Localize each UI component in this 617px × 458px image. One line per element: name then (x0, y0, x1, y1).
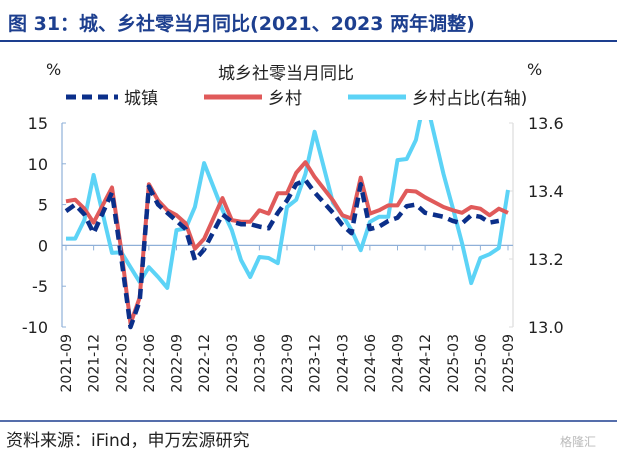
legend-label-share: 乡村占比(右轴) (412, 89, 527, 109)
legend-label-urban: 城镇 (124, 89, 158, 109)
series-line-rural (65, 160, 509, 326)
x-tick-label: 2024-09 (391, 334, 407, 393)
y-tick-label: -10 (22, 318, 48, 337)
x-tick-label: 2023-09 (280, 334, 296, 393)
chart-title: 城乡社零当月同比 (218, 64, 354, 84)
x-tick-label: 2023-06 (252, 334, 268, 393)
y2-tick-label: 13.6 (528, 114, 564, 133)
figure-title: 图 31：城、乡社零当月同比(2021、2023 两年调整) (8, 12, 475, 35)
x-tick-label: 2022-06 (142, 334, 158, 393)
x-tick-label: 2024-06 (363, 334, 379, 393)
x-tick-label: 2025-09 (501, 334, 517, 393)
source-note: 资料来源：iFind，申万宏源研究 (6, 431, 250, 451)
x-tick-label: 2021-09 (59, 334, 75, 393)
y-tick-label: -5 (32, 277, 48, 296)
x-tick-label: 2025-03 (446, 334, 462, 393)
x-tick-label: 2021-12 (87, 334, 103, 393)
x-tick-label: 2023-12 (308, 334, 324, 393)
x-tick-label: 2024-12 (418, 334, 434, 393)
y-tick-label: 0 (38, 236, 48, 255)
right-unit: % (527, 60, 542, 79)
y-tick-label: 5 (38, 196, 48, 215)
x-tick-label: 2025-06 (473, 334, 489, 393)
x-tick-label: 2022-03 (114, 334, 130, 393)
x-tick-label: 2024-03 (335, 334, 351, 393)
legend: 城镇 乡村 乡村占比(右轴) (66, 89, 527, 109)
y2-tick-label: 13.4 (528, 182, 564, 201)
series-line-urban (64, 177, 500, 330)
y-tick-label: 10 (28, 155, 48, 174)
left-unit: % (46, 60, 61, 79)
x-tick-label: 2022-09 (170, 334, 186, 393)
watermark: 格隆汇 (560, 434, 596, 449)
y2-tick-label: 13.2 (528, 250, 564, 269)
x-tick-label: 2023-03 (225, 334, 241, 393)
y-tick-label: 15 (28, 114, 48, 133)
x-tick-label: 2022-12 (197, 334, 213, 393)
y2-tick-label: 13.0 (528, 318, 564, 337)
legend-label-rural: 乡村 (268, 89, 302, 109)
